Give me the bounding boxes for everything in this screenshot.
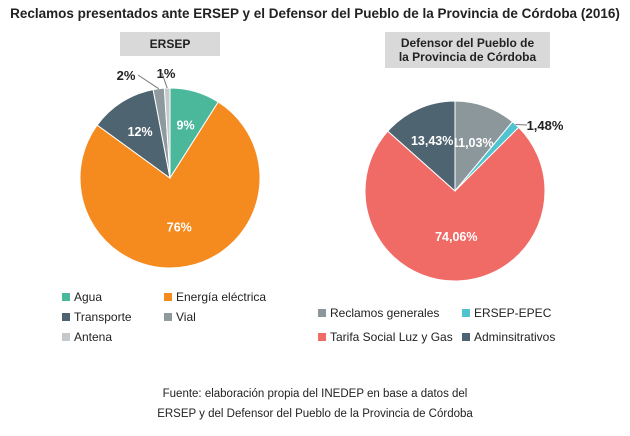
legend-swatch [462,309,470,317]
pie-title-defensor: Defensor del Pueblo de la Provincia de C… [385,32,550,68]
legend-item: Vial [164,310,196,324]
legend-label: Agua [74,290,103,304]
data-label: 1,48% [527,118,564,133]
legend-item: Transporte [62,310,132,324]
legend-label: Transporte [74,310,132,324]
chart-title: Reclamos presentados ante ERSEP y el Def… [10,6,620,21]
source-line: Fuente: elaboración propia del INEDEP en… [162,388,468,400]
legend-swatch [318,309,326,317]
source-note: Fuente: elaboración propia del INEDEP en… [0,384,630,424]
legend-item: ERSEP-EPEC [462,306,551,320]
data-label: 9% [177,118,195,132]
data-label: 1% [157,66,176,81]
data-label: 12% [128,125,153,139]
data-label: 76% [167,221,192,235]
data-label: 11,03% [452,136,494,150]
data-label: 74,06% [435,230,477,244]
legend-swatch [462,333,470,341]
pie-slice-transporte [96,89,171,180]
legend-item: Reclamos generales [318,306,439,320]
legend-label: Antena [74,330,113,344]
legend-label: Vial [176,310,196,324]
legend-label: Reclamos generales [330,306,440,320]
pie-slice-antena [163,87,171,179]
pie-slice-adminsitrativos [387,100,456,193]
legend-swatch [318,333,326,341]
legend-swatch [62,333,70,341]
leader-line [161,72,168,89]
leader-line [137,74,159,90]
source-line: ERSEP y del Defensor del Pueblo de la Pr… [157,408,473,420]
title-line: la Provincia de Córdoba [398,50,537,64]
pie-slice-energ-a-el-ctrica [79,101,261,269]
legend-label: Adminsitrativos [474,330,556,344]
legend-swatch [62,313,70,321]
legend-item: Antena [62,330,112,344]
legend-label: Energía eléctrica [176,290,267,304]
data-label: 2% [117,68,136,83]
legend-item: Adminsitrativos [462,330,555,344]
data-label: 13,43% [411,134,453,148]
legend-item: Energía eléctrica [164,290,266,304]
legend-label: Tarifa Social Luz y Gas [330,330,453,344]
legend-swatch [62,293,70,301]
legend-swatch [164,293,172,301]
pie-title-ersep: ERSEP [120,32,220,56]
pie-slice-tarifa-social-luz-y-gas [364,126,546,282]
legend-item: Tarifa Social Luz y Gas [318,330,453,344]
legend-item: Agua [62,290,102,304]
legend-label: ERSEP-EPEC [474,306,552,320]
legend-swatch [164,313,172,321]
title-line: Defensor del Pueblo de [400,36,535,50]
